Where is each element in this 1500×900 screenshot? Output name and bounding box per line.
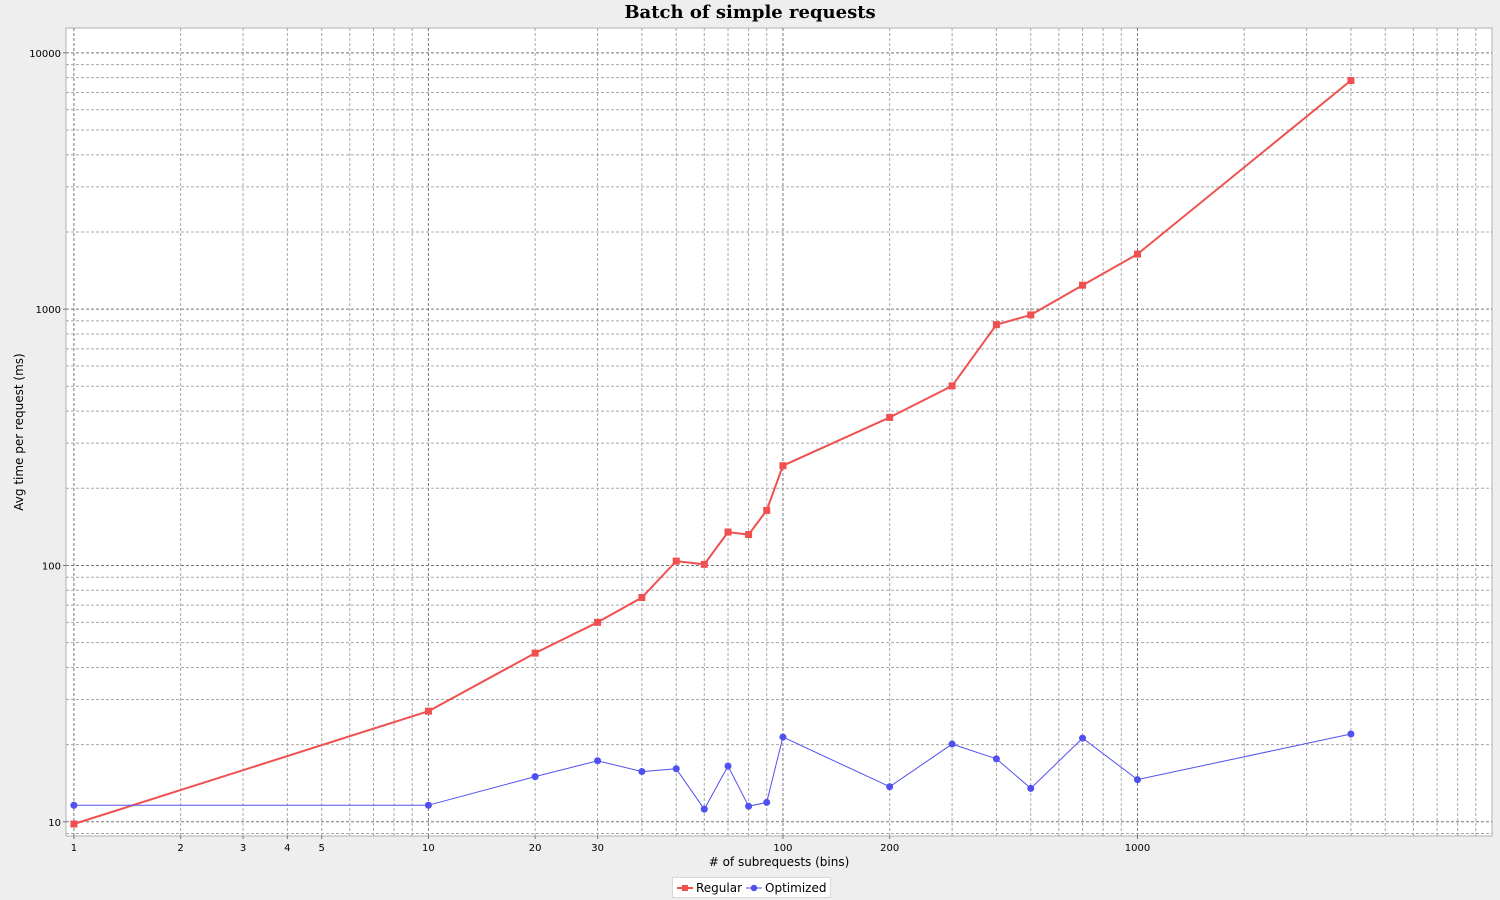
data-point-regular[interactable] — [948, 382, 956, 390]
data-point-regular[interactable] — [672, 557, 680, 565]
data-point-optimized[interactable] — [1133, 776, 1141, 784]
y-tick-label: 1000 — [36, 305, 61, 316]
data-point-optimized[interactable] — [992, 755, 1000, 763]
data-point-regular[interactable] — [1133, 250, 1141, 258]
x-axis-label: # of subrequests (bins) — [709, 855, 850, 869]
data-point-regular[interactable] — [638, 593, 646, 601]
data-point-regular[interactable] — [594, 618, 602, 626]
legend-item-optimized[interactable]: Optimized — [746, 881, 826, 895]
y-axis-label: Avg time per request (ms) — [12, 353, 26, 510]
data-point-optimized[interactable] — [531, 773, 539, 781]
y-tick-label: 10000 — [29, 49, 61, 60]
data-point-optimized[interactable] — [594, 757, 602, 765]
data-point-optimized[interactable] — [763, 798, 771, 806]
legend-swatch-optimized — [746, 882, 763, 894]
data-point-optimized[interactable] — [1027, 784, 1035, 792]
data-point-optimized[interactable] — [70, 801, 78, 809]
x-tick-label: 2 — [177, 843, 183, 854]
grid-lines — [66, 28, 1492, 836]
plot-area — [65, 27, 1493, 837]
legend-label-optimized: Optimized — [765, 880, 827, 895]
legend-label-regular: Regular — [696, 880, 743, 895]
legend-marker-regular — [682, 884, 688, 891]
data-point-regular[interactable] — [745, 531, 753, 539]
data-point-regular[interactable] — [1079, 281, 1087, 289]
data-point-optimized[interactable] — [672, 765, 680, 773]
data-point-optimized[interactable] — [886, 783, 894, 791]
x-tick-label: 30 — [591, 843, 604, 854]
data-point-regular[interactable] — [724, 528, 732, 536]
data-point-optimized[interactable] — [424, 801, 432, 809]
data-point-regular[interactable] — [700, 560, 708, 568]
data-point-regular[interactable] — [763, 506, 771, 514]
data-point-regular[interactable] — [531, 649, 539, 657]
data-point-optimized[interactable] — [638, 768, 646, 776]
series-regular — [70, 76, 1355, 828]
data-point-optimized[interactable] — [700, 805, 708, 813]
y-axis-ticks: 10 100 1000 10000 — [29, 49, 66, 829]
data-point-regular[interactable] — [886, 413, 894, 421]
legend-item-regular[interactable]: Regular — [677, 881, 742, 895]
x-tick-label: 10 — [422, 843, 435, 854]
legend-marker-optimized — [750, 884, 758, 891]
series-line-optimized — [73, 733, 1352, 810]
x-tick-label: 200 — [880, 843, 899, 854]
data-point-regular[interactable] — [779, 462, 787, 470]
x-axis-ticks: 1 2 3 4 5 10 20 30 100 200 1000 — [71, 836, 1150, 854]
series-optimized — [70, 730, 1355, 813]
data-point-optimized[interactable] — [1347, 730, 1355, 738]
data-point-optimized[interactable] — [948, 740, 956, 748]
data-point-regular[interactable] — [1027, 311, 1035, 319]
chart-title: Batch of simple requests — [624, 2, 876, 23]
data-point-optimized[interactable] — [724, 762, 732, 770]
x-tick-label: 20 — [529, 843, 542, 854]
legend: Regular Optimized — [672, 877, 832, 898]
series-layer — [70, 76, 1355, 828]
x-tick-label: 100 — [773, 843, 792, 854]
x-tick-label: 3 — [240, 843, 246, 854]
data-point-regular[interactable] — [992, 321, 1000, 329]
data-point-optimized[interactable] — [745, 802, 753, 810]
data-point-optimized[interactable] — [779, 733, 787, 741]
x-tick-label: 4 — [284, 843, 290, 854]
x-tick-label: 1000 — [1125, 843, 1150, 854]
y-tick-label: 100 — [42, 561, 61, 572]
x-tick-label: 5 — [319, 843, 325, 854]
y-tick-label: 10 — [48, 818, 61, 829]
data-point-regular[interactable] — [1347, 76, 1355, 84]
legend-swatch-regular — [677, 882, 693, 894]
series-line-regular — [73, 79, 1352, 825]
x-tick-label: 1 — [71, 843, 77, 854]
data-point-regular[interactable] — [424, 707, 432, 715]
data-point-optimized[interactable] — [1079, 734, 1087, 742]
data-point-regular[interactable] — [70, 820, 78, 828]
